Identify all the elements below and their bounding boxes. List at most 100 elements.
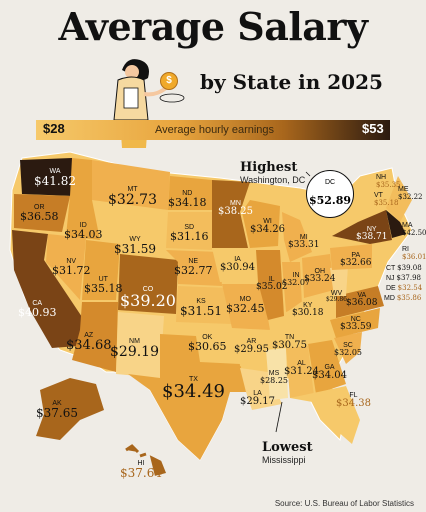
state-label-fl: FL $34.38	[336, 392, 371, 409]
state-value-ia: $30.94	[220, 262, 255, 273]
state-value-id: $34.03	[64, 228, 103, 241]
legend-max: $53	[362, 121, 384, 136]
state-value-vt: $35.18	[374, 199, 399, 207]
state-label-id: ID $34.03	[64, 222, 103, 241]
dc-abbr: DC	[324, 179, 336, 186]
state-label-ky: KY $30.18	[292, 302, 324, 318]
state-label-sc: SC $32.05	[334, 342, 362, 357]
state-value-ar: $29.95	[234, 344, 269, 355]
state-label-ok: OK $30.65	[188, 334, 227, 353]
state-label-nd: ND $34.18	[168, 190, 207, 209]
state-label-tx: TX $34.49	[162, 376, 225, 402]
state-value-nj: $37.98	[396, 274, 422, 282]
state-value-al: $31.24	[284, 366, 319, 377]
state-value-me: $32.22	[398, 193, 423, 201]
state-label-mi: MI $33.31	[288, 234, 320, 250]
state-label-wa: WA $41.82	[34, 168, 76, 188]
state-value-tn: $30.75	[272, 340, 307, 351]
state-value-pa: $32.66	[340, 258, 372, 268]
state-value-ky: $30.18	[292, 308, 324, 318]
coin-icon: $	[160, 72, 178, 90]
state-label-me: ME $32.22	[398, 186, 423, 201]
state-value-mi: $33.31	[288, 240, 320, 250]
state-label-ma: MA $42.50	[402, 222, 426, 237]
state-value-ct: $39.08	[397, 264, 422, 272]
state-value-sd: $31.16	[170, 230, 209, 243]
state-value-co: $39.20	[120, 291, 176, 310]
state-value-in: $32.07	[282, 278, 310, 287]
dc-value: $52.89	[308, 194, 352, 207]
state-label-hi: HI $37.64	[120, 460, 162, 480]
state-label-mo: MO $32.45	[226, 296, 265, 315]
state-label-ar: AR $29.95	[234, 338, 269, 355]
highest-callout: Highest Washington, DC	[240, 160, 305, 185]
legend-label: Average hourly earnings	[155, 124, 275, 136]
page-title: Average Salary	[58, 4, 368, 49]
state-label-ne: NE $32.77	[174, 258, 213, 277]
state-label-ak: AK $37.65	[36, 400, 78, 420]
state-value-wi: $34.26	[250, 224, 285, 235]
state-label-md: MD $35.86	[384, 294, 422, 302]
state-label-ny: NY $38.71	[356, 226, 388, 242]
state-value-ga: $34.04	[312, 370, 347, 381]
state-value-mo: $32.45	[226, 302, 265, 315]
state-label-ut: UT $35.18	[84, 276, 123, 295]
state-value-az: $34.68	[66, 338, 112, 353]
state-value-wv: $29.86	[326, 296, 347, 303]
state-label-ct: CT $39.08	[386, 264, 422, 272]
legend-gradient-bar	[36, 120, 390, 140]
state-value-nh: $35.35	[376, 181, 401, 189]
state-label-co: CO $39.20	[120, 286, 176, 310]
state-label-pa: PA $32.66	[340, 252, 372, 268]
state-label-nm: NM $29.19	[110, 338, 159, 360]
state-value-wy: $31.59	[114, 242, 156, 256]
state-value-tx: $34.49	[162, 381, 225, 402]
state-value-md: $35.86	[396, 294, 422, 302]
state-label-tn: TN $30.75	[272, 334, 307, 351]
page-subtitle: by State in 2025	[200, 70, 383, 94]
state-label-va: VA $36.08	[346, 292, 378, 308]
lowest-heading: Lowest	[262, 440, 313, 455]
state-value-ok: $30.65	[188, 340, 227, 353]
state-label-mt: MT $32.73	[108, 186, 157, 208]
state-label-ms: MS $28.25	[260, 370, 288, 385]
state-label-nv: NV $31.72	[52, 258, 91, 277]
highest-heading: Highest	[240, 160, 298, 175]
state-label-ia: IA $30.94	[220, 256, 255, 273]
state-label-or: OR $36.58	[20, 204, 59, 223]
lowest-callout: Lowest Mississippi	[262, 440, 313, 465]
state-label-in: IN $32.07	[282, 272, 310, 287]
highest-sub: Washington, DC	[240, 175, 306, 185]
state-label-wv: WV $29.86	[326, 290, 347, 303]
state-value-nc: $33.59	[340, 322, 372, 332]
state-label-ks: KS $31.51	[180, 298, 222, 318]
state-value-ri: $36.01	[402, 253, 426, 261]
state-value-hi: $37.64	[120, 466, 162, 480]
state-value-il: $35.02	[256, 282, 288, 292]
legend-min: $28	[43, 121, 65, 136]
state-value-ny: $38.71	[356, 232, 388, 242]
state-label-oh: OH $33.24	[304, 268, 336, 284]
state-label-vt: VT $35.18	[374, 192, 399, 207]
state-label-mn: MN $38.25	[218, 200, 253, 217]
state-value-mt: $32.73	[108, 192, 157, 208]
state-label-nj: NJ $37.98	[386, 274, 421, 282]
state-value-ne: $32.77	[174, 264, 213, 277]
state-wa-shape	[20, 158, 74, 196]
state-value-de: $32.54	[397, 284, 423, 292]
state-label-wi: WI $34.26	[250, 218, 285, 235]
state-label-ga: GA $34.04	[312, 364, 347, 381]
state-value-fl: $34.38	[336, 398, 371, 409]
state-value-ak: $37.65	[36, 406, 78, 420]
state-value-ks: $31.51	[180, 304, 222, 318]
state-label-nh: NH $35.35	[376, 174, 401, 189]
state-value-la: $29.17	[240, 396, 275, 407]
state-value-wa: $41.82	[34, 174, 76, 188]
lowest-sub: Mississippi	[262, 455, 306, 465]
state-value-mn: $38.25	[218, 206, 253, 217]
source-note: Source: U.S. Bureau of Labor Statistics	[274, 499, 414, 508]
state-label-al: AL $31.24	[284, 360, 319, 377]
state-value-or: $36.58	[20, 210, 59, 223]
state-label-nc: NC $33.59	[340, 316, 372, 332]
